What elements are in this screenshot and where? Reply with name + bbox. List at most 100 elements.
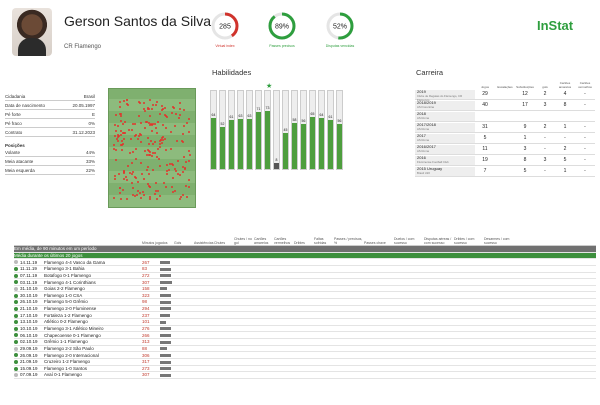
- match-minutes: 294: [142, 306, 150, 312]
- match-name[interactable]: Flamengo 2-2 São Paulo: [44, 345, 94, 351]
- action-dot: [165, 127, 168, 130]
- action-dot: [183, 168, 186, 171]
- match-name[interactable]: Goias 2-2 Flamengo: [44, 286, 85, 292]
- match-minutes: 306: [142, 352, 150, 358]
- match-row[interactable]: 03.11.19 Flamengo 4-1 Corinthians 307: [14, 279, 596, 286]
- match-col-header: Disputas aéreas / com sucesso: [424, 237, 452, 245]
- match-row[interactable]: 11.11.19 Flamengo 3-1 Bahia 83: [14, 266, 596, 273]
- match-row[interactable]: 31.10.19 Goias 2-2 Flamengo 158: [14, 286, 596, 293]
- skill-value: 65: [310, 112, 315, 116]
- match-name[interactable]: Fortaleza 1-2 Flamengo: [44, 312, 92, 318]
- match-name[interactable]: Chapecoense 0-1 Flamengo: [44, 332, 101, 338]
- result-dot: [14, 346, 18, 351]
- skill-bar: 61: [228, 90, 235, 170]
- match-name[interactable]: Flamengo 3-1 Atlético Mineiro: [44, 326, 104, 331]
- minutes-bar: [160, 293, 174, 298]
- action-dot: [178, 113, 181, 116]
- action-dot: [142, 108, 145, 111]
- match-row[interactable]: 07.11.19 Botafogo 0-1 Flamengo 272: [14, 273, 596, 280]
- career-team: AS Roma: [417, 115, 429, 120]
- minutes-bar: [160, 326, 174, 331]
- match-date-text: 15.09.19: [20, 365, 38, 371]
- result-dot: [14, 326, 18, 331]
- match-name[interactable]: Botafogo 0-1 Flamengo: [44, 272, 92, 278]
- match-name[interactable]: Flamengo 1-0 CSA: [44, 292, 83, 298]
- action-dot: [119, 129, 122, 132]
- action-dot: [173, 124, 176, 127]
- result-dot: [14, 267, 18, 272]
- action-dot: [139, 132, 142, 135]
- action-dot: [144, 149, 147, 152]
- action-dot: [172, 164, 175, 167]
- match-row[interactable]: 02.10.19 Grêmio 1-1 Flamengo 313: [14, 339, 596, 346]
- career-season: 2016/2017 AS Roma: [415, 144, 475, 154]
- match-name[interactable]: Flamengo 2-0 Fluminense: [44, 306, 97, 312]
- match-row[interactable]: 29.09.19 Flamengo 2-2 São Paulo 88: [14, 346, 596, 353]
- career-cell: 3: [543, 157, 547, 163]
- action-dot: [121, 148, 124, 151]
- action-dot: [154, 141, 157, 144]
- career-season-label: 2016: [417, 154, 426, 160]
- match-row[interactable]: 14.11.19 Flamengo 4-4 Vasco da Gama 267: [14, 259, 596, 266]
- action-dot: [115, 148, 118, 151]
- career-cell: 7: [483, 168, 487, 174]
- match-row[interactable]: 06.10.19 Chapecoense 0-1 Flamengo 266: [14, 332, 596, 339]
- match-name[interactable]: Cruzeiro 1-2 Flamengo: [44, 359, 91, 365]
- match-minutes: 272: [142, 272, 150, 278]
- match-name[interactable]: Flamengo 4-1 Corinthians: [44, 279, 96, 285]
- match-row[interactable]: 15.09.19 Flamengo 1-0 Santos 273: [14, 366, 596, 373]
- action-dot: [138, 134, 141, 137]
- career-cell: 3: [543, 102, 547, 108]
- action-dot: [136, 137, 139, 140]
- career-title: Carreira: [416, 68, 444, 77]
- match-row[interactable]: 26.09.19 Flamengo 2-0 Internacional 306: [14, 352, 596, 359]
- action-dot: [156, 147, 159, 150]
- skill-bar-fill: [265, 110, 270, 169]
- career-team: Clube de Regatas do Flamengo, CR Flameng…: [417, 93, 463, 102]
- match-row[interactable]: 30.10.19 Flamengo 1-0 CSA 323: [14, 292, 596, 300]
- skill-value: 63: [247, 113, 252, 118]
- match-name[interactable]: Avaí 0-1 Flamengo: [44, 372, 82, 378]
- minutes-bar-fill: [160, 373, 172, 377]
- match-name[interactable]: Grêmio 1-1 Flamengo: [44, 339, 88, 345]
- minutes-bar-fill: [160, 314, 171, 318]
- match-row[interactable]: 13.10.19 Atlético 0-2 Flamengo 101: [14, 319, 596, 326]
- match-name[interactable]: Flamengo 1-0 Santos: [44, 365, 88, 371]
- match-col-header: Passes / precisos, %: [334, 237, 363, 245]
- match-name[interactable]: Flamengo 4-4 Vasco da Gama: [44, 259, 105, 265]
- match-name[interactable]: Flamengo 2-0 Internacional: [44, 352, 99, 358]
- match-row[interactable]: 17.10.19 Fortaleza 1-2 Flamengo 237: [14, 312, 596, 320]
- action-dot: [126, 178, 129, 181]
- match-name[interactable]: Flamengo 3-1 Bahia: [44, 266, 85, 272]
- average-label: Em média, de 90 minutos em um período: [14, 246, 97, 252]
- action-dot: [131, 187, 134, 190]
- match-row[interactable]: 26.10.19 Flamengo 5-0 Grêmio 98: [14, 299, 596, 306]
- action-dot: [182, 133, 185, 136]
- career-cell: 1: [563, 124, 567, 130]
- match-name[interactable]: Flamengo 5-0 Grêmio: [44, 299, 88, 305]
- action-dot: [156, 101, 159, 104]
- action-dot: [115, 159, 118, 162]
- skill-value: 56: [337, 119, 342, 124]
- action-dot: [178, 108, 181, 111]
- match-row[interactable]: 10.10.19 Flamengo 3-1 Atlético Mineiro 276: [14, 326, 596, 333]
- skill-bar-fill: [229, 120, 234, 169]
- position-share: 33%: [85, 158, 95, 164]
- match-name[interactable]: Atlético 0-2 Flamengo: [44, 319, 88, 325]
- career-season: 2018/2019 AS Fiorentina: [415, 100, 475, 110]
- match-row[interactable]: 07.09.19 Avaí 0-1 Flamengo 307: [14, 372, 596, 379]
- match-row[interactable]: 21.09.19 Cruzeiro 1-2 Flamengo 317: [14, 359, 596, 366]
- match-row[interactable]: 21.10.19 Flamengo 2-0 Fluminense 294: [14, 306, 596, 313]
- career-team: AS Fiorentina: [417, 104, 434, 109]
- info-row: Contrato 31.12.2023: [5, 128, 95, 137]
- action-dot: [144, 121, 147, 124]
- action-dot: [131, 193, 134, 196]
- action-dot: [113, 196, 116, 199]
- career-cell: 5: [563, 157, 567, 163]
- match-date: 03.11.19: [14, 280, 44, 285]
- skill-value: 58: [292, 117, 297, 122]
- average-row-last20: Média durante os últimos 20 jogos: [14, 252, 596, 260]
- action-dot: [174, 112, 177, 115]
- action-dot: [184, 160, 187, 163]
- minutes-bar: [160, 372, 174, 377]
